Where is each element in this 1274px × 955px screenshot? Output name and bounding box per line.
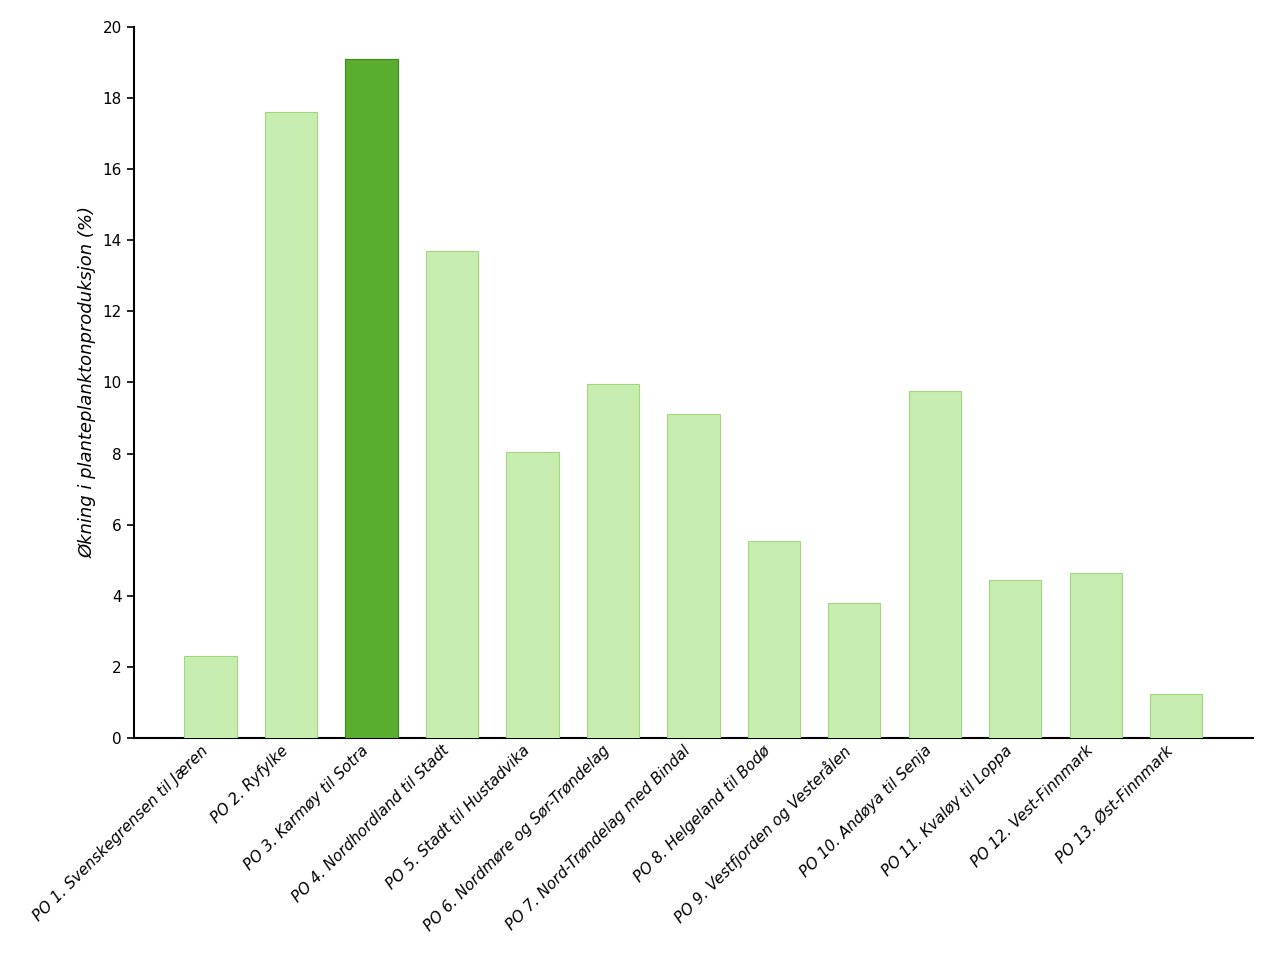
Bar — [426, 251, 478, 738]
Bar — [989, 580, 1041, 738]
Bar — [265, 112, 317, 738]
Bar — [1150, 693, 1203, 738]
Bar — [908, 392, 961, 738]
Bar — [185, 656, 237, 738]
Bar — [828, 603, 880, 738]
Bar — [587, 384, 640, 738]
Y-axis label: Økning i planteplanktonproduksjon (%): Økning i planteplanktonproduksjon (%) — [79, 206, 97, 559]
Bar — [1069, 573, 1122, 738]
Bar — [668, 414, 720, 738]
Bar — [345, 59, 397, 738]
Bar — [506, 452, 558, 738]
Bar — [748, 541, 800, 738]
